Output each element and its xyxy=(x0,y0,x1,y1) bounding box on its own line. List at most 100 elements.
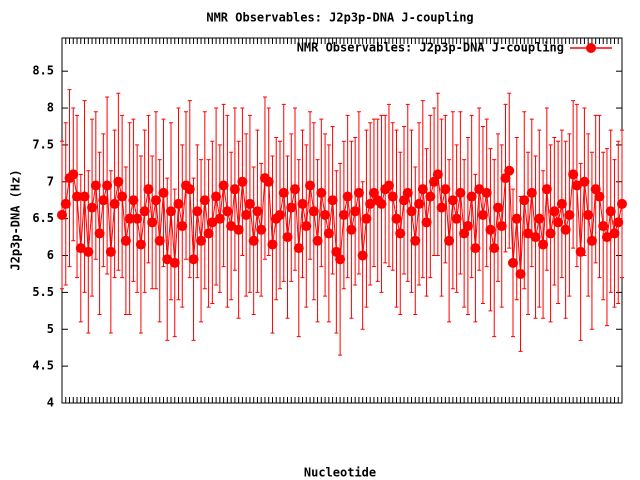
data-point xyxy=(357,250,368,261)
data-point xyxy=(244,198,255,209)
data-point xyxy=(301,221,312,232)
data-point xyxy=(421,217,432,228)
x-axis-label: Nucleotide xyxy=(304,466,376,480)
data-point xyxy=(154,235,165,246)
data-point xyxy=(297,198,308,209)
data-point xyxy=(496,221,507,232)
data-point xyxy=(462,221,473,232)
data-point xyxy=(594,191,605,202)
data-point xyxy=(447,195,458,206)
data-point xyxy=(188,254,199,265)
data-point xyxy=(192,206,203,217)
y-tick-label: 6 xyxy=(47,248,54,262)
data-point xyxy=(605,206,616,217)
data-point xyxy=(290,184,301,195)
data-point xyxy=(132,213,143,224)
data-point xyxy=(335,254,346,265)
data-point xyxy=(523,228,534,239)
data-point xyxy=(109,198,120,209)
data-point xyxy=(549,206,560,217)
data-point xyxy=(256,224,267,235)
data-point xyxy=(237,176,248,187)
data-point xyxy=(383,180,394,191)
data-point xyxy=(177,221,188,232)
data-point xyxy=(305,180,316,191)
data-point xyxy=(226,221,237,232)
data-point xyxy=(72,191,83,202)
data-point xyxy=(316,187,327,198)
data-point xyxy=(402,187,413,198)
data-point xyxy=(338,209,349,220)
data-point xyxy=(560,224,571,235)
data-point xyxy=(233,224,244,235)
data-point xyxy=(267,239,278,250)
data-point xyxy=(545,228,556,239)
chart-title: NMR Observables: J2p3p-DNA J-coupling xyxy=(206,11,473,25)
data-point xyxy=(617,198,627,209)
data-point xyxy=(282,232,293,243)
data-point xyxy=(94,228,105,239)
data-point xyxy=(128,195,139,206)
data-point xyxy=(105,246,116,257)
data-point xyxy=(98,195,109,206)
data-point xyxy=(150,195,161,206)
data-point xyxy=(57,209,67,220)
data-point xyxy=(387,191,398,202)
data-point xyxy=(481,187,492,198)
data-point xyxy=(248,235,259,246)
data-point xyxy=(406,206,417,217)
data-point xyxy=(485,224,496,235)
data-point xyxy=(312,235,323,246)
data-point xyxy=(196,235,207,246)
data-point xyxy=(211,191,222,202)
data-point xyxy=(530,232,541,243)
y-tick-label: 4.5 xyxy=(32,359,54,373)
data-point xyxy=(553,217,564,228)
data-point xyxy=(436,202,447,213)
y-tick-label: 8 xyxy=(47,101,54,115)
data-point xyxy=(350,206,361,217)
y-tick-label: 5 xyxy=(47,322,54,336)
data-point xyxy=(158,187,169,198)
data-point xyxy=(365,198,376,209)
data-point xyxy=(252,206,263,217)
data-point xyxy=(425,191,436,202)
data-point xyxy=(229,184,240,195)
y-tick-label: 8.5 xyxy=(32,64,54,78)
data-point xyxy=(432,169,443,180)
data-point xyxy=(308,206,319,217)
data-point xyxy=(477,209,488,220)
data-point xyxy=(274,209,285,220)
data-point xyxy=(278,187,289,198)
data-point xyxy=(214,213,225,224)
data-point xyxy=(417,184,428,195)
data-point xyxy=(399,195,410,206)
data-point xyxy=(583,209,594,220)
data-point xyxy=(526,187,537,198)
data-point xyxy=(241,209,252,220)
data-point xyxy=(519,195,530,206)
data-point xyxy=(376,198,387,209)
data-point xyxy=(83,246,94,257)
data-point xyxy=(113,176,124,187)
data-point xyxy=(323,228,334,239)
data-point xyxy=(489,243,500,254)
data-point xyxy=(331,246,342,257)
data-point xyxy=(293,243,304,254)
data-point xyxy=(286,202,297,213)
data-point xyxy=(571,180,582,191)
data-point xyxy=(609,228,620,239)
data-point xyxy=(320,209,331,220)
data-point xyxy=(199,195,210,206)
data-point xyxy=(169,257,180,268)
data-point xyxy=(455,187,466,198)
data-point xyxy=(218,180,229,191)
data-point xyxy=(75,243,86,254)
data-point xyxy=(173,198,184,209)
data-point xyxy=(184,184,195,195)
data-point xyxy=(590,184,601,195)
data-point xyxy=(466,191,477,202)
y-tick-label: 6.5 xyxy=(32,211,54,225)
data-point xyxy=(102,180,113,191)
data-point xyxy=(124,213,135,224)
